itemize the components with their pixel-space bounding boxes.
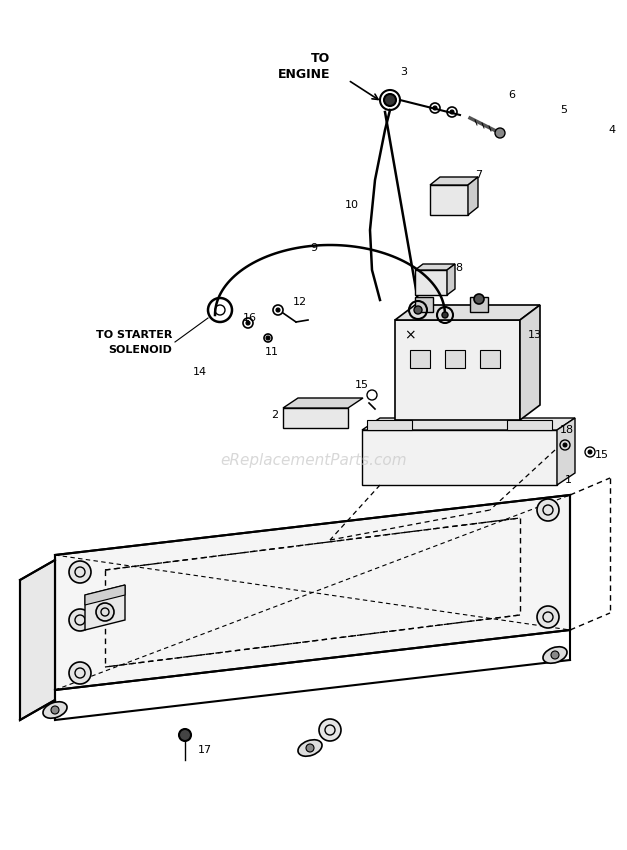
Text: 2: 2 [271,410,278,420]
Circle shape [69,561,91,583]
Circle shape [96,603,114,621]
Circle shape [537,499,559,521]
Polygon shape [283,408,348,428]
Polygon shape [520,305,540,420]
Polygon shape [415,264,455,270]
Text: 7: 7 [475,170,482,180]
Text: 13: 13 [528,330,542,340]
Polygon shape [507,420,552,430]
Circle shape [537,606,559,628]
Circle shape [450,110,454,114]
Circle shape [474,294,484,304]
Circle shape [51,706,59,714]
Text: ENGINE: ENGINE [278,68,330,81]
Polygon shape [367,420,412,430]
Polygon shape [20,560,55,720]
Circle shape [563,443,567,447]
Text: 17: 17 [198,745,212,755]
Text: 10: 10 [345,200,359,210]
Text: eReplacementParts.com: eReplacementParts.com [220,452,407,468]
Circle shape [69,662,91,684]
Text: 9: 9 [310,243,317,253]
Circle shape [69,609,91,631]
Text: 4: 4 [608,125,615,135]
Circle shape [433,106,437,110]
Polygon shape [395,320,520,420]
Circle shape [319,719,341,741]
Text: 15: 15 [355,380,369,390]
Bar [410,350,430,368]
Polygon shape [430,185,468,215]
Bar [445,350,465,368]
Polygon shape [85,585,125,630]
Polygon shape [468,177,478,215]
Circle shape [442,312,448,318]
Polygon shape [283,398,363,408]
Text: 3: 3 [400,67,407,77]
Circle shape [414,306,422,314]
Text: 16: 16 [243,313,257,323]
Text: 18: 18 [560,425,574,435]
Polygon shape [415,270,447,295]
Circle shape [551,651,559,659]
Circle shape [246,321,250,325]
Ellipse shape [43,702,67,718]
Circle shape [179,729,191,741]
Text: 11: 11 [265,347,279,357]
Polygon shape [557,418,575,485]
Polygon shape [55,495,570,690]
Polygon shape [362,430,557,485]
Circle shape [266,336,270,340]
Circle shape [384,94,396,106]
Text: 6: 6 [508,90,515,100]
Polygon shape [395,305,540,320]
Text: 14: 14 [193,367,207,377]
Circle shape [588,450,592,454]
Text: 1: 1 [565,475,572,485]
Polygon shape [447,264,455,295]
Polygon shape [430,177,478,185]
Polygon shape [362,418,575,430]
Polygon shape [470,297,488,312]
Polygon shape [85,585,125,605]
Text: 5: 5 [560,105,567,115]
Bar [480,350,500,368]
Circle shape [276,308,280,312]
Ellipse shape [298,740,322,756]
Text: 12: 12 [293,297,307,307]
Ellipse shape [543,647,567,663]
Polygon shape [415,297,433,312]
Text: TO: TO [311,52,330,65]
Text: 15: 15 [595,450,609,460]
Text: ×: × [404,328,416,342]
Text: 8: 8 [455,263,462,273]
Circle shape [306,744,314,752]
Circle shape [495,128,505,138]
Text: TO STARTER: TO STARTER [96,330,172,340]
Text: SOLENOID: SOLENOID [108,345,172,355]
